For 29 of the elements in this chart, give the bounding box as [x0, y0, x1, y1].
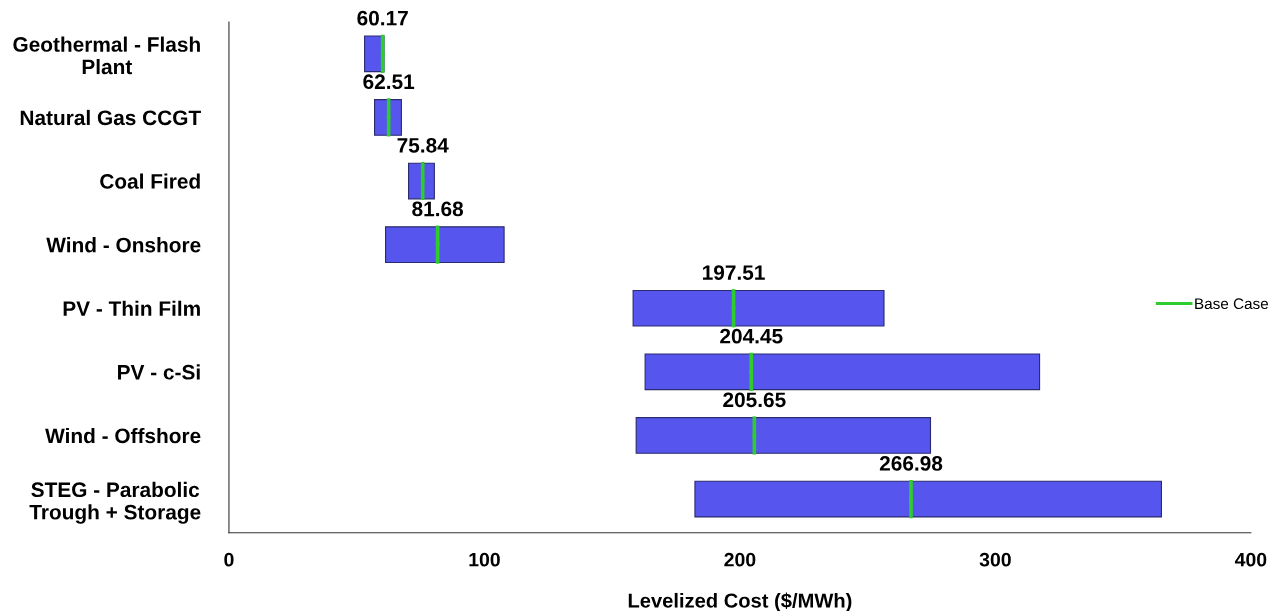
bar: [694, 480, 1162, 518]
x-tick-label: 400: [1234, 552, 1267, 567]
x-tick-label: 300: [979, 552, 1011, 567]
point: [731, 306, 736, 311]
bar: [644, 353, 1041, 391]
data-label: 75.84: [397, 137, 449, 153]
data-label: 197.51: [702, 265, 765, 280]
x-axis-title: Levelized Cost ($/MWh): [628, 592, 852, 611]
y-tick-label: STEG - Parabolic Trough + Storage: [29, 481, 201, 524]
y-tick-label: Geothermal - Flash Plant: [13, 36, 200, 75]
bar: [635, 417, 932, 454]
y-tick-label: Wind - Onshore: [46, 237, 201, 253]
y-tick-label: Natural Gas CCGT: [20, 109, 201, 126]
x-tick-label: 100: [469, 552, 500, 567]
x-tick-label: 200: [724, 552, 756, 567]
data-label: 81.68: [412, 201, 464, 217]
data-label: 266.98: [879, 456, 943, 471]
y-tick-label: Wind - Offshore: [45, 427, 201, 444]
bar: [384, 226, 505, 264]
data-label: 204.45: [720, 328, 783, 344]
y-tick-label: Coal Fired: [100, 173, 200, 189]
data-label: 62.51: [363, 74, 415, 90]
y-tick-label: PV - c-Si: [118, 364, 200, 380]
bar: [632, 289, 885, 327]
y-tick-label: PV - Thin Film: [63, 300, 200, 316]
legend-label: Base Case: [1195, 298, 1269, 310]
data-label: 205.65: [723, 392, 786, 408]
x-tick-label: 0: [224, 552, 234, 567]
data-label: 60.17: [357, 10, 408, 26]
